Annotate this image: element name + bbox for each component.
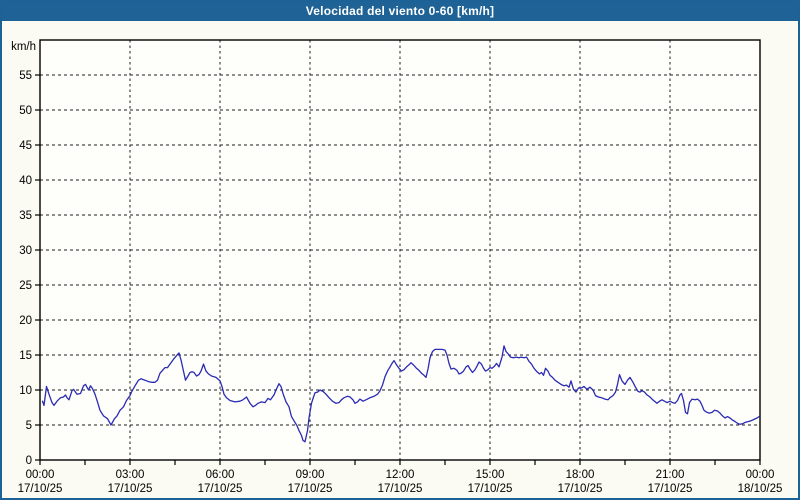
y-axis-tick-label: 45 bbox=[19, 140, 32, 152]
x-axis-time-label: 12:00 bbox=[386, 469, 415, 481]
y-axis-tick-label: 20 bbox=[19, 315, 32, 327]
y-axis-tick-label: 15 bbox=[19, 350, 32, 362]
x-axis-time-label: 03:00 bbox=[116, 469, 145, 481]
chart-title-bar: Velocidad del viento 0-60 [km/h] bbox=[0, 0, 800, 21]
x-axis-date-label: 18/10/25 bbox=[738, 483, 783, 495]
x-axis-time-label: 00:00 bbox=[746, 469, 775, 481]
x-axis-time-label: 00:00 bbox=[26, 469, 55, 481]
x-axis-time-label: 15:00 bbox=[476, 469, 505, 481]
x-axis-date-label: 17/10/25 bbox=[558, 483, 603, 495]
y-axis-tick-label: 5 bbox=[26, 420, 32, 432]
wind-speed-line bbox=[41, 345, 760, 443]
y-axis-unit-label: km/h bbox=[11, 41, 36, 53]
chart-title: Velocidad del viento 0-60 [km/h] bbox=[305, 3, 495, 18]
x-axis-date-label: 17/10/25 bbox=[468, 483, 513, 495]
y-axis-tick-label: 55 bbox=[19, 70, 32, 82]
y-axis-tick-label: 50 bbox=[19, 105, 32, 117]
x-axis-date-label: 17/10/25 bbox=[108, 483, 153, 495]
x-axis-time-label: 18:00 bbox=[566, 469, 595, 481]
x-axis-date-label: 17/10/25 bbox=[18, 483, 63, 495]
y-axis-tick-label: 25 bbox=[19, 280, 32, 292]
x-axis-date-label: 17/10/25 bbox=[648, 483, 693, 495]
y-axis-tick-label: 30 bbox=[19, 245, 32, 257]
y-axis-tick-label: 35 bbox=[19, 210, 32, 222]
y-axis-tick-label: 10 bbox=[19, 385, 32, 397]
x-axis-time-label: 21:00 bbox=[656, 469, 685, 481]
x-axis-date-label: 17/10/25 bbox=[378, 483, 423, 495]
y-axis-tick-label: 40 bbox=[19, 175, 32, 187]
plot-border bbox=[39, 39, 761, 461]
x-axis-time-label: 09:00 bbox=[296, 469, 325, 481]
x-axis-date-label: 17/10/25 bbox=[198, 483, 243, 495]
x-axis-date-label: 17/10/25 bbox=[288, 483, 333, 495]
x-axis-time-label: 06:00 bbox=[206, 469, 235, 481]
y-axis-tick-label: 0 bbox=[26, 455, 32, 467]
